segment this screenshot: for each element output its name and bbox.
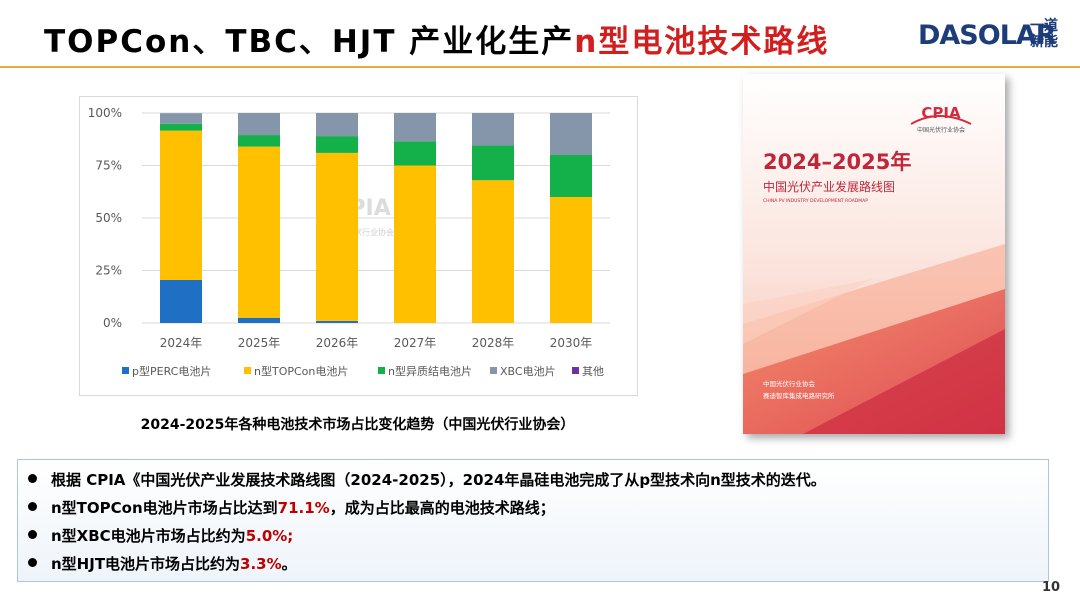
bar-segment bbox=[394, 113, 436, 142]
bullet-text: n型XBC电池片市场占比约为 bbox=[51, 527, 246, 545]
bullet-item: n型TOPCon电池片市场占比达到71.1%，成为占比最高的电池技术路线； bbox=[28, 494, 1048, 522]
y-tick-label: 50% bbox=[95, 211, 122, 225]
bar-segment bbox=[550, 113, 592, 155]
title-divider bbox=[0, 66, 1080, 68]
bar-segment bbox=[316, 152, 358, 321]
bullet-item: 根据 CPIA《中国光伏产业发展技术路线图（2024-2025），2024年晶硅… bbox=[28, 466, 1048, 494]
bar-segment bbox=[550, 155, 592, 197]
bar-segment bbox=[472, 113, 514, 146]
bullet-text: n型HJT电池片市场占比约为 bbox=[51, 555, 241, 573]
bullet-text: n型TOPCon电池片市场占比达到 bbox=[51, 499, 278, 517]
legend-label: XBC电池片 bbox=[500, 365, 556, 378]
bar-segment bbox=[394, 165, 436, 323]
bar-segment bbox=[316, 113, 358, 137]
cover-title-en: CHINA PV INDUSTRY DEVELOPMENT ROADMAP bbox=[763, 198, 868, 204]
y-tick-label: 0% bbox=[103, 316, 122, 330]
cover-logo: CPIA bbox=[921, 104, 961, 122]
title-main: TOPCon、TBC、HJT 产业化生产 bbox=[44, 24, 575, 60]
title-highlight: n型电池技术路线 bbox=[574, 24, 830, 60]
legend-swatch bbox=[572, 367, 579, 374]
y-tick-label: 100% bbox=[88, 106, 122, 120]
bullet-item: n型HJT电池片市场占比约为3.3%。 bbox=[28, 550, 1048, 578]
x-tick-label: 2027年 bbox=[394, 336, 437, 350]
report-cover: CPIA 中国光伏行业协会 2024–2025年 中国光伏产业发展路线图 CHI… bbox=[743, 74, 1005, 434]
bullet-highlight: 5.0%; bbox=[245, 527, 294, 545]
page-number: 10 bbox=[1042, 580, 1061, 595]
legend-label: n型异质结电池片 bbox=[388, 364, 472, 378]
x-tick-label: 2025年 bbox=[238, 336, 281, 350]
bar-segment bbox=[238, 113, 280, 136]
bar-segment bbox=[238, 317, 280, 323]
key-findings-list: 根据 CPIA《中国光伏产业发展技术路线图（2024-2025），2024年晶硅… bbox=[18, 460, 1048, 578]
cover-publisher-2: 赛迪智库集成电路研究所 bbox=[763, 391, 835, 400]
cover-year: 2024–2025年 bbox=[763, 150, 911, 174]
key-findings-box: 根据 CPIA《中国光伏产业发展技术路线图（2024-2025），2024年晶硅… bbox=[17, 459, 1049, 582]
bullet-icon bbox=[28, 558, 37, 567]
bullet-highlight: 71.1% bbox=[277, 499, 330, 517]
legend-swatch bbox=[244, 367, 251, 374]
legend-label: p型PERC电池片 bbox=[132, 364, 211, 378]
chart-caption: 2024-2025年各种电池技术市场占比变化趋势（中国光伏行业协会） bbox=[140, 417, 575, 433]
report-cover-art: CPIA 中国光伏行业协会 2024–2025年 中国光伏产业发展路线图 CHI… bbox=[743, 74, 1005, 434]
title-bar: TOPCon、TBC、HJT 产业化生产n型电池技术路线 DASOLAR 一道新… bbox=[0, 0, 1080, 68]
legend-swatch bbox=[378, 367, 385, 374]
bar-segment bbox=[238, 135, 280, 147]
x-tick-label: 2030年 bbox=[550, 336, 593, 350]
bar-segment bbox=[550, 197, 592, 323]
x-tick-label: 2028年 bbox=[472, 336, 515, 350]
y-tick-label: 25% bbox=[95, 264, 122, 278]
bar-segment bbox=[160, 123, 202, 131]
chart-watermark-sub: 中国光伏行业协会 bbox=[330, 227, 394, 237]
cover-title: 中国光伏产业发展路线图 bbox=[763, 179, 895, 194]
x-tick-label: 2024年 bbox=[160, 336, 203, 350]
chart-panel: 0% 25% 50% 75% 100% CPIA 中国光伏行业协会 2024年 2025年 202… bbox=[79, 96, 638, 396]
y-tick-label: 75% bbox=[95, 159, 122, 173]
bullet-suffix: ，成为占比最高的电池技术路线； bbox=[329, 499, 555, 517]
cover-logo-sub: 中国光伏行业协会 bbox=[917, 126, 965, 134]
bullet-highlight: 3.3% bbox=[240, 555, 282, 573]
bar-segment bbox=[472, 180, 514, 323]
bullet-text: 根据 CPIA《中国光伏产业发展技术路线图（2024-2025），2024年晶硅… bbox=[51, 471, 826, 489]
bar-segment bbox=[316, 320, 358, 323]
slide-title: TOPCon、TBC、HJT 产业化生产n型电池技术路线 bbox=[44, 16, 829, 61]
bar-segment bbox=[160, 113, 202, 124]
bar-segment bbox=[238, 146, 280, 318]
legend-swatch bbox=[490, 367, 497, 374]
legend-swatch bbox=[122, 367, 129, 374]
bullet-icon bbox=[28, 474, 37, 483]
logo-subtext: 一道新能 bbox=[1030, 18, 1058, 50]
bar-segment bbox=[160, 130, 202, 280]
cover-publisher-1: 中国光伏行业协会 bbox=[763, 379, 816, 388]
bullet-suffix: 。 bbox=[281, 555, 297, 573]
legend-label: n型TOPCon电池片 bbox=[254, 364, 348, 378]
bullet-icon bbox=[28, 502, 37, 511]
bar-segment bbox=[160, 279, 202, 323]
logo-text: DASOLAR bbox=[918, 20, 1057, 51]
bar-segment bbox=[394, 141, 436, 166]
bar-segment bbox=[316, 136, 358, 153]
bar-segment bbox=[472, 145, 514, 181]
legend-label: 其他 bbox=[582, 365, 604, 378]
bullet-item: n型XBC电池片市场占比约为5.0%; bbox=[28, 522, 1048, 550]
bullet-icon bbox=[28, 530, 37, 539]
x-tick-label: 2026年 bbox=[316, 336, 359, 350]
